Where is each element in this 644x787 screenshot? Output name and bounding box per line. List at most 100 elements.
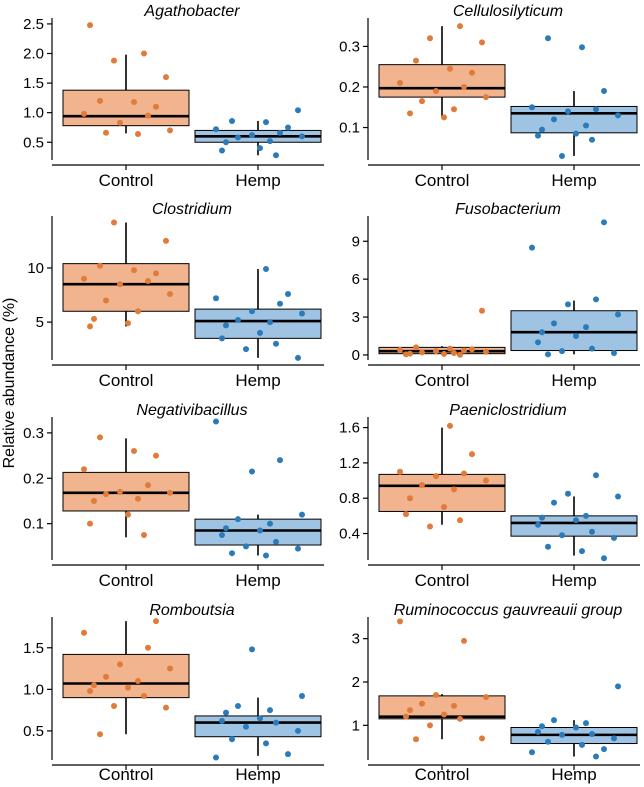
panel-5-hemp-data-point [257,527,263,534]
panel-1-ytick-label: 1.0 [23,105,44,122]
panel-8-hemp-data-point [573,724,579,731]
panel-5-control-data-point [135,495,141,502]
panel-1-ytick-label: 2.5 [23,16,44,33]
panel-4-control-data-point [451,350,457,357]
panel-7-control-box [62,653,190,699]
panel-3-hemp-data-point [263,266,269,273]
panel-8-control-data-point [483,694,489,701]
panel-5-hemp-data-point [263,552,269,559]
panel-1-hemp-data-point [299,133,305,140]
panel-6-control-data-point [403,511,409,518]
panel-5-ytick-label: 0.1 [23,516,44,533]
panel-5-hemp-data-point [213,418,219,425]
panel-5-control-category-label: Control [99,571,154,590]
panel-2-control-data-point [447,65,453,72]
panel-1-control-box [62,89,190,127]
panel-4-hemp-data-point [529,244,535,251]
panel-4-control-data-point [419,349,425,356]
panel-6-hemp-data-point [539,514,545,521]
panel-7-ytick-label: 1.0 [23,681,44,698]
panel-6-control-data-point [441,504,447,511]
panel-5-ytick-label: 0.2 [23,470,44,487]
panel-5-hemp-data-point [299,511,305,518]
panel-5-control-data-point [117,488,123,495]
panel-7-control-data-point [117,661,123,668]
panel-3-control-data-point [97,262,103,269]
panel-4-hemp-data-point [589,345,595,352]
panel-8-control-data-point [441,711,447,718]
panel-2-ytick-label: 0.1 [339,120,360,137]
panel-2-hemp-data-point [573,130,579,137]
panel-7-hemp-data-point [273,719,279,726]
panel-7-control-data-point [141,692,147,699]
panel-6-control-data-point [457,517,463,524]
panel-8-hemp-data-point [615,683,621,690]
panel-4-hemp-data-point [611,350,617,357]
panel-8-hemp-data-point [611,735,617,742]
panel-6-control-category-label: Control [415,571,470,590]
panel-5-control-data-point [125,511,131,518]
panel-4-hemp-category-label: Hemp [551,371,596,390]
panel-8-control-data-point [397,618,403,625]
panel-7-control-data-point [97,731,103,738]
panel-2-control-data-point [433,88,439,95]
panel-2-hemp-data-point [535,132,541,139]
panel-6-control-data-point [419,481,425,488]
panel-6-control-data-point [407,495,413,502]
panel-8-hemp-data-point [559,731,565,738]
panel-8-hemp-data-point [601,746,607,753]
panel-7-control-data-point [153,618,159,625]
panel-5-control-data-point [141,532,147,539]
panel-2-control-data-point [397,79,403,86]
panel-6-control-data-point [483,477,489,484]
panel-2-hemp-box [510,105,638,134]
panel-8-title: Ruminococcus gauvreauii group [394,602,623,619]
panel-4-ytick-label: 6 [352,271,360,288]
panel-1-control-data-point [163,74,169,81]
panel-6-hemp-data-point [551,499,557,506]
panel-8-hemp-data-point [535,728,541,735]
y-axis-label: Relative abundance (%) [1,298,18,469]
panel-2-control-data-point [451,106,457,113]
panel-3-control-data-point [145,277,151,284]
panel-8-control-data-point [419,700,425,707]
panel-6-hemp-data-point [611,534,617,541]
panel-8-control-data-point [407,707,413,714]
panel-4-hemp-data-point [615,311,621,318]
panel-7-control-data-point [135,678,141,685]
panel-6-hemp-data-point [601,555,607,562]
panel-3-hemp-data-point [285,290,291,297]
panel-1-hemp-data-point [235,134,241,141]
panel-3-control-data-point [163,237,169,244]
panel-5-hemp-category-label: Hemp [235,571,280,590]
panel-4-control-category-label: Control [415,371,470,390]
panel-3-ytick-label: 10 [27,260,44,277]
panel-4-hemp-data-point [545,351,551,358]
panel-2-hemp-data-point [589,136,595,143]
panel-3-control-data-point [81,275,87,282]
panel-2-hemp-data-point [579,44,585,51]
panel-3-hemp-data-point [295,354,301,361]
panel-7-hemp-data-point [263,740,269,747]
panel-7-control-data-point [167,665,173,672]
panel-7-control-data-point [81,629,87,636]
panel-4-hemp-data-point [539,329,545,336]
panel-1-hemp-data-point [295,107,301,114]
panel-5-control-data-point [97,434,103,441]
panel-7-hemp-data-point [213,754,219,761]
panel-3-hemp-data-point [213,295,219,302]
panel-6-hemp-data-point [583,512,589,519]
panel-5-control-data-point [81,466,87,473]
panel-1-control-data-point [97,97,103,104]
panel-4-hemp-data-point [559,348,565,355]
panel-7-hemp-data-point [229,736,235,743]
panel-2-control-data-point [457,23,463,30]
panel-8-control-data-point [457,715,463,722]
panel-1-hemp-data-point [229,117,235,124]
panel-4-title: Fusobacterium [455,201,561,218]
panel-3-hemp-data-point [223,322,229,329]
panel-4-ytick-label: 0 [352,347,360,364]
panel-1-control-category-label: Control [99,171,154,190]
panel-4-ytick-label: 9 [352,233,360,250]
panel-5-control-data-point [87,520,93,527]
